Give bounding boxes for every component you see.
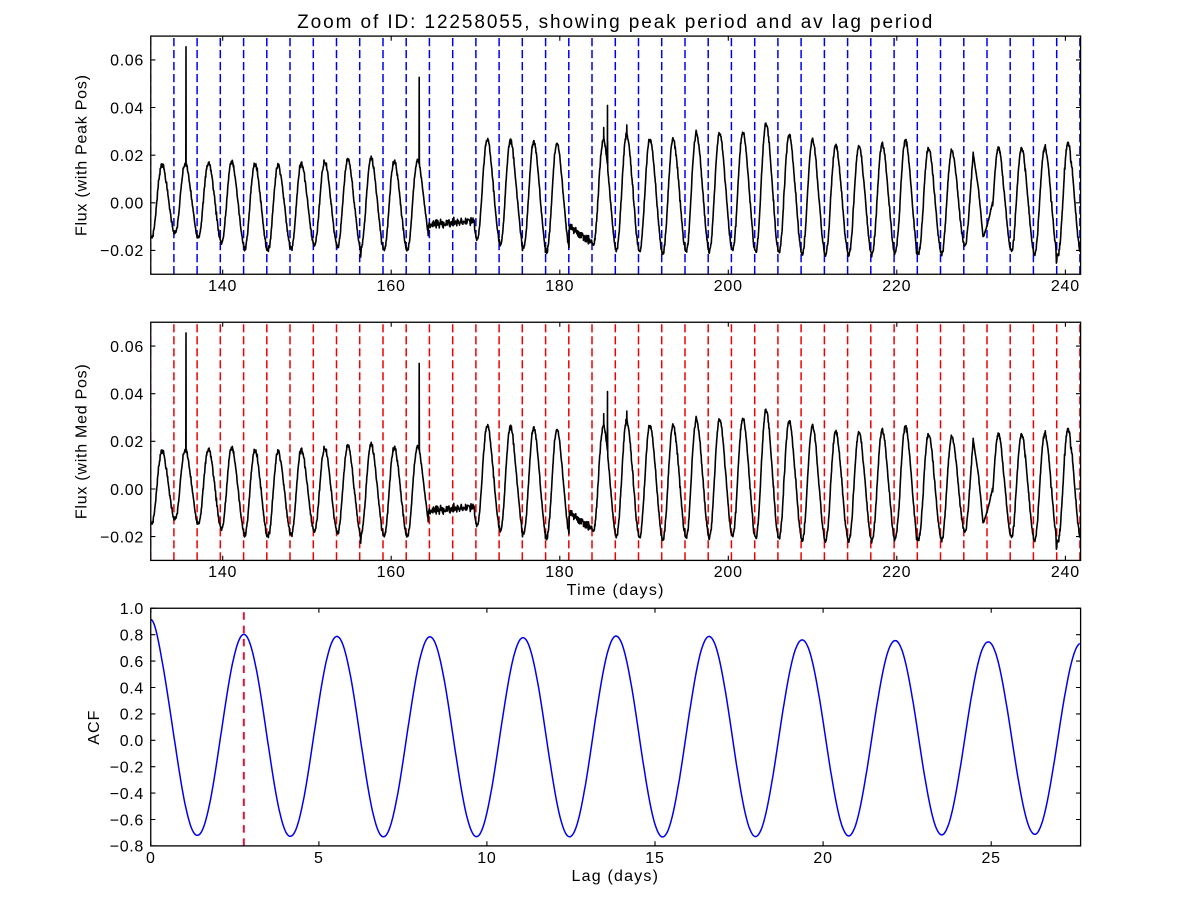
svg-text:ACF: ACF [86, 709, 103, 744]
svg-text:0.02: 0.02 [110, 434, 144, 451]
svg-text:−0.6: −0.6 [110, 812, 144, 829]
svg-text:0.04: 0.04 [110, 100, 144, 117]
svg-text:0.2: 0.2 [120, 707, 144, 724]
svg-text:180: 180 [545, 564, 574, 581]
svg-text:−0.8: −0.8 [110, 839, 144, 856]
svg-text:Flux (with Med Pos): Flux (with Med Pos) [73, 363, 90, 519]
svg-text:220: 220 [882, 278, 911, 295]
svg-text:0.00: 0.00 [110, 196, 144, 213]
svg-text:0.04: 0.04 [110, 387, 144, 404]
svg-text:5: 5 [314, 850, 324, 867]
svg-text:20: 20 [813, 850, 832, 867]
svg-text:200: 200 [714, 564, 743, 581]
svg-text:Lag (days): Lag (days) [572, 868, 660, 885]
svg-text:0.0: 0.0 [120, 733, 144, 750]
svg-text:240: 240 [1051, 564, 1080, 581]
svg-text:0.00: 0.00 [110, 482, 144, 499]
svg-text:Zoom of ID: 12258055, showing: Zoom of ID: 12258055, showing peak perio… [297, 12, 934, 33]
svg-text:Flux (with Peak Pos): Flux (with Peak Pos) [73, 74, 90, 236]
svg-text:140: 140 [208, 278, 237, 295]
svg-text:200: 200 [714, 278, 743, 295]
svg-text:−0.02: −0.02 [100, 529, 144, 546]
svg-text:−0.2: −0.2 [110, 760, 144, 777]
svg-text:25: 25 [981, 850, 1000, 867]
svg-text:0.6: 0.6 [120, 654, 144, 671]
svg-text:10: 10 [477, 850, 496, 867]
svg-text:0: 0 [146, 850, 156, 867]
svg-text:0.4: 0.4 [120, 680, 144, 697]
svg-text:140: 140 [208, 564, 237, 581]
svg-text:160: 160 [377, 564, 406, 581]
svg-text:0.06: 0.06 [110, 53, 144, 70]
svg-text:Time (days): Time (days) [567, 582, 665, 599]
svg-text:−0.4: −0.4 [110, 786, 144, 803]
svg-text:160: 160 [377, 278, 406, 295]
svg-text:15: 15 [645, 850, 664, 867]
svg-text:220: 220 [882, 564, 911, 581]
svg-text:0.02: 0.02 [110, 148, 144, 165]
svg-text:240: 240 [1051, 278, 1080, 295]
svg-text:0.8: 0.8 [120, 628, 144, 645]
svg-text:180: 180 [545, 278, 574, 295]
svg-text:−0.02: −0.02 [100, 243, 144, 260]
svg-text:0.06: 0.06 [110, 339, 144, 356]
svg-text:1.0: 1.0 [120, 601, 144, 618]
